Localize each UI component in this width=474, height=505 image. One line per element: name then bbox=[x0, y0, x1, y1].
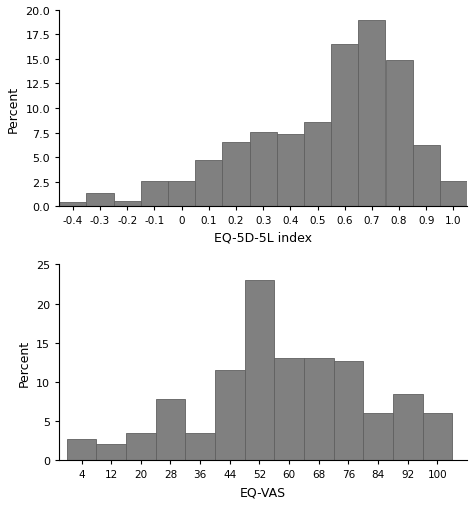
Bar bbox=[222, 143, 250, 207]
Bar bbox=[141, 181, 168, 207]
Bar bbox=[422, 414, 452, 461]
Bar bbox=[185, 433, 215, 461]
Bar bbox=[393, 394, 422, 461]
Bar bbox=[331, 45, 358, 207]
Bar bbox=[155, 399, 185, 461]
X-axis label: EQ-VAS: EQ-VAS bbox=[240, 485, 286, 498]
Bar bbox=[385, 61, 413, 207]
Bar bbox=[304, 359, 334, 461]
Y-axis label: Percent: Percent bbox=[18, 339, 30, 386]
Bar bbox=[440, 181, 467, 207]
Bar bbox=[363, 414, 393, 461]
Bar bbox=[334, 361, 363, 461]
Bar bbox=[304, 123, 331, 207]
Bar bbox=[86, 194, 114, 207]
Bar bbox=[215, 371, 245, 461]
Bar bbox=[413, 146, 440, 207]
Bar bbox=[126, 433, 155, 461]
X-axis label: EQ-5D-5L index: EQ-5D-5L index bbox=[214, 231, 312, 244]
Bar bbox=[277, 135, 304, 207]
Bar bbox=[114, 202, 141, 207]
Bar bbox=[59, 203, 86, 207]
Y-axis label: Percent: Percent bbox=[7, 85, 20, 132]
Bar bbox=[96, 444, 126, 461]
Bar bbox=[168, 181, 195, 207]
Bar bbox=[250, 132, 277, 207]
Bar bbox=[245, 280, 274, 461]
Bar bbox=[274, 359, 304, 461]
Bar bbox=[358, 21, 385, 207]
Bar bbox=[195, 161, 222, 207]
Bar bbox=[67, 439, 96, 461]
